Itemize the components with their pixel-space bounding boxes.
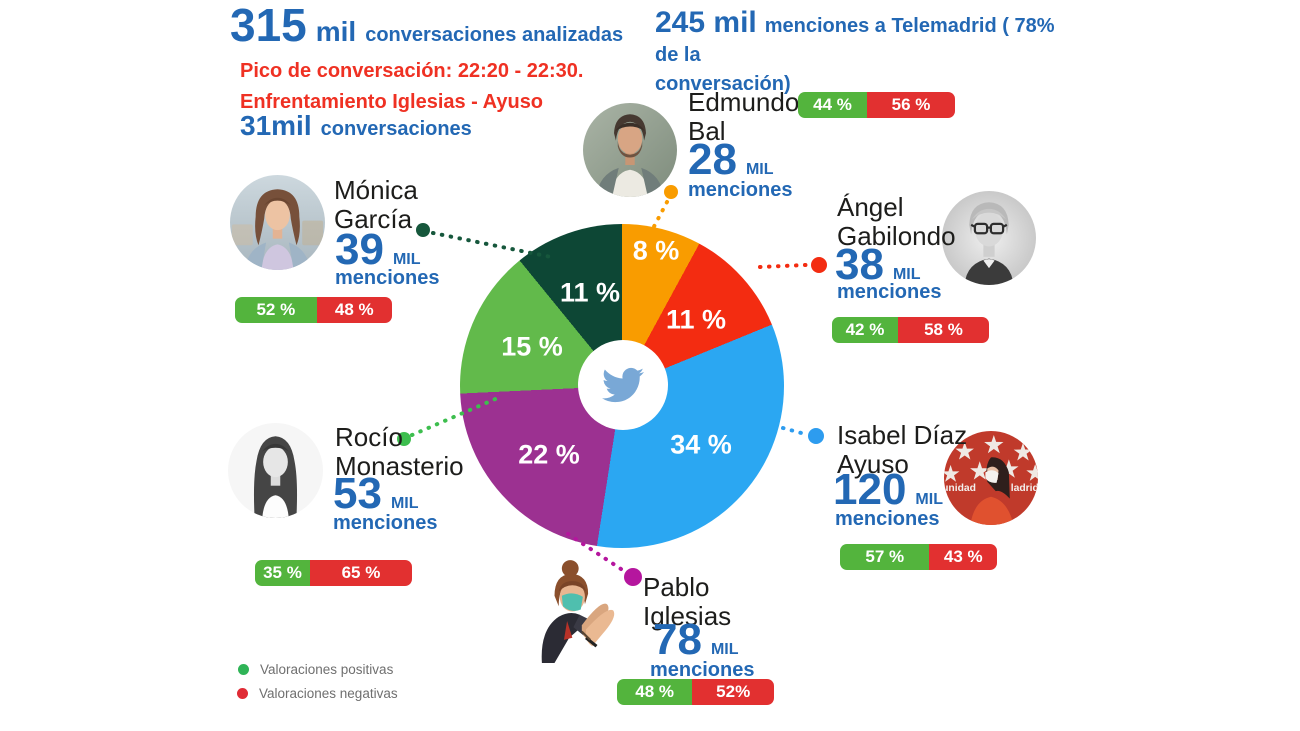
pablo-iglesias-mentions: 78 MIL [653,615,739,664]
monica-garcia-name: Mónica García [334,175,418,234]
pie-center-circle [578,340,668,430]
monica-garcia-mentions-label: menciones [335,267,440,289]
positive-segment: 42 % [832,317,898,343]
rocio-monasterio-name: Rocío Monasterio [335,422,464,481]
negative-legend-dot [237,688,248,699]
rocio-monasterio-mentions-label: menciones [333,512,438,534]
positive-segment: 52 % [235,297,317,323]
peak-line-1: Pico de conversación: 22:20 - 22:30. [240,60,584,82]
total-conversations-unit: mil [315,16,357,47]
negative-segment: 56 % [867,92,955,118]
legend-negative: Valoraciones negativas [237,686,398,701]
peak-conversation-note: Pico de conversación: 22:20 - 22:30. Enf… [240,56,584,118]
peak-conversations-value: 31mil [240,110,312,141]
angel-gabilondo-photo [942,191,1036,285]
positive-segment: 57 % [840,544,930,570]
pablo-iglesias-name: Pablo Iglesias [643,572,732,631]
svg-text:unidad: unidad [944,483,976,494]
negative-segment: 43 % [929,544,997,570]
total-conversations-stat: 315 mil conversaciones analizadas [230,2,623,49]
angel-gabilondo-mentions-label: menciones [837,281,942,303]
peak-conversations-stat: 31mil conversaciones [240,112,472,143]
twitter-bird-icon [602,367,644,403]
negative-segment: 58 % [897,317,989,343]
pie-label-monica-garcia: 11 % [559,277,621,308]
pie-label-rocio-monasterio: 15 % [501,331,563,362]
legend-positive: Valoraciones positivas [238,662,393,677]
negative-legend-label: Valoraciones negativas [259,686,398,701]
isabel-diaz-ayuso-mentions-label: menciones [835,508,940,530]
pie-label-angel-gabilondo: 11 % [665,304,727,335]
rocio-monasterio-photo [228,423,323,518]
pie-label-edmundo-bal: 8 % [632,235,680,266]
total-conversations-label: conversaciones analizadas [365,24,624,46]
peak-conversations-label: conversaciones [320,118,472,140]
total-conversations-value: 315 [230,0,307,51]
telemadrid-label-line1: menciones a Telemadrid ( 78% de la [655,15,1055,66]
monica-garcia-valuation-bar: 52 % 48 % [235,297,392,323]
negative-segment: 48 % [316,297,392,323]
angel-gabilondo-name: Ángel Gabilondo [837,192,956,251]
positive-segment: 44 % [798,92,868,118]
svg-text:ladrid: ladrid [1011,483,1038,494]
rocio-monasterio-mentions: 53 MIL [333,469,419,518]
edmundo-bal-valuation-bar: 44 % 56 % [798,92,955,118]
negative-segment: 52% [692,679,774,705]
rocio-monasterio-valuation-bar: 35 % 65 % [255,560,412,586]
angel-gabilondo-valuation-bar: 42 % 58 % [832,317,989,343]
pie-label-isabel-diaz-ayuso: 34 % [670,429,732,460]
pablo-iglesias-mentions-label: menciones [650,659,755,681]
telemadrid-value: 245 mil [655,6,757,39]
pablo-iglesias-photo [523,558,628,663]
telemadrid-mentions-stat: 245 mil menciones a Telemadrid ( 78% de l… [655,8,1075,100]
edmundo-bal-name: Edmundo Bal [688,87,800,146]
edmundo-bal-photo [583,103,677,197]
isabel-diaz-ayuso-mentions: 120 MIL [833,465,943,514]
pablo-iglesias-valuation-bar: 48 % 52% [617,679,774,705]
positive-legend-label: Valoraciones positivas [260,662,394,677]
edmundo-bal-mentions: 28 MIL [688,135,774,184]
telemadrid-label-line2: conversación) [655,73,791,95]
positive-segment: 48 % [617,679,693,705]
positive-legend-dot [238,664,249,675]
peak-line-2: Enfrentamiento Iglesias - Ayuso [240,91,544,113]
isabel-diaz-ayuso-photo: unidad ladrid [944,431,1038,525]
angel-gabilondo-mentions: 38 MIL [835,240,921,289]
monica-garcia-mentions: 39 MIL [335,225,421,274]
monica-garcia-photo [230,175,325,270]
negative-segment: 65 % [309,560,412,586]
isabel-diaz-ayuso-valuation-bar: 57 % 43 % [840,544,997,570]
edmundo-bal-mentions-label: menciones [688,179,793,201]
positive-segment: 35 % [255,560,310,586]
isabel-diaz-ayuso-name: Isabel Díaz Ayuso [837,420,968,479]
pie-label-pablo-iglesias: 22 % [518,439,580,470]
